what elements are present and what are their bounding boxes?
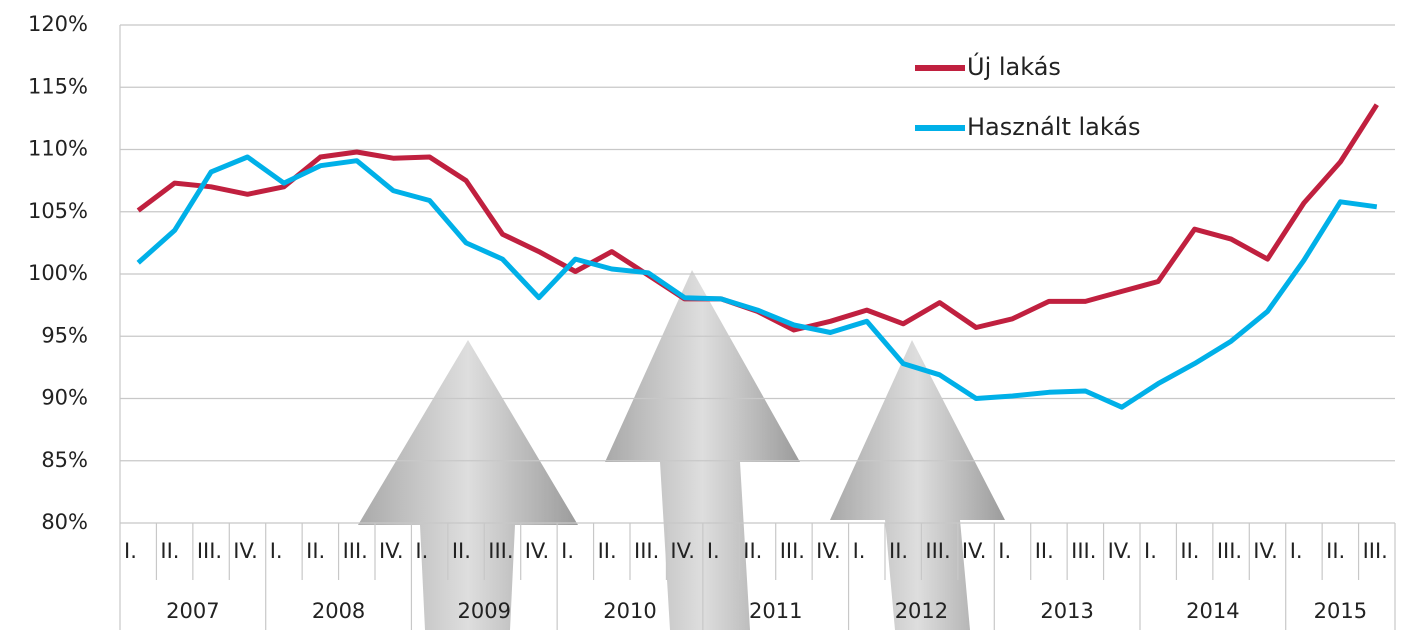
- x-tick-label: I.: [853, 539, 866, 563]
- x-tick-label: I.: [707, 539, 720, 563]
- x-tick-label: I.: [1144, 539, 1157, 563]
- x-tick-label: I.: [998, 539, 1011, 563]
- x-tick-label: II.: [160, 539, 179, 563]
- x-tick-label: III.: [1217, 539, 1242, 563]
- x-tick-label: III.: [780, 539, 805, 563]
- y-tick-label: 80%: [41, 510, 88, 534]
- y-tick-label: 120%: [28, 12, 88, 36]
- x-tick-label: I.: [270, 539, 283, 563]
- x-tick-label: I.: [561, 539, 574, 563]
- x-tick-label: II.: [598, 539, 617, 563]
- x-tick-label: III.: [197, 539, 222, 563]
- x-tick-label: III.: [488, 539, 513, 563]
- x-tick-label: IV.: [1253, 539, 1278, 563]
- x-tick-label: I.: [415, 539, 428, 563]
- legend-label: Használt lakás: [967, 113, 1141, 141]
- year-label: 2013: [1040, 599, 1093, 623]
- year-label: 2009: [458, 599, 511, 623]
- x-tick-label: IV.: [962, 539, 987, 563]
- x-tick-label: I.: [1290, 539, 1303, 563]
- x-tick-label: IV.: [379, 539, 404, 563]
- x-tick-label: II.: [889, 539, 908, 563]
- x-tick-label: IV.: [233, 539, 258, 563]
- year-label: 2008: [312, 599, 365, 623]
- background-arrows: [358, 270, 1005, 630]
- y-tick-label: 90%: [41, 386, 88, 410]
- y-tick-label: 85%: [41, 448, 88, 472]
- year-label: 2014: [1186, 599, 1239, 623]
- y-tick-label: 100%: [28, 261, 88, 285]
- x-tick-label: IV.: [525, 539, 550, 563]
- x-tick-label: II.: [743, 539, 762, 563]
- x-tick-label: III.: [634, 539, 659, 563]
- x-tick-label: III.: [343, 539, 368, 563]
- x-tick-label: II.: [1180, 539, 1199, 563]
- y-tick-label: 115%: [28, 74, 88, 98]
- x-tick-label: IV.: [670, 539, 695, 563]
- x-tick-label: I.: [124, 539, 137, 563]
- x-tick-label: II.: [452, 539, 471, 563]
- x-tick-label: IV.: [1108, 539, 1133, 563]
- x-tick-label: III.: [1071, 539, 1096, 563]
- x-tick-label: II.: [306, 539, 325, 563]
- x-tick-label: III.: [1363, 539, 1388, 563]
- data-line: [136, 154, 1378, 410]
- y-tick-label: 110%: [28, 137, 88, 161]
- year-label: 2007: [166, 599, 219, 623]
- x-tick-label: III.: [925, 539, 950, 563]
- x-tick-label: II.: [1326, 539, 1345, 563]
- year-label: 2015: [1314, 599, 1367, 623]
- x-tick-label: II.: [1035, 539, 1054, 563]
- y-tick-label: 95%: [41, 323, 88, 347]
- plot-area: 80% 85% 90% 95% 100% 105% 110% 115% 120% I. II. III…: [28, 12, 1396, 630]
- year-label: 2012: [895, 599, 948, 623]
- x-tick-label: IV.: [816, 539, 841, 563]
- legend-label: Új lakás: [967, 51, 1061, 81]
- year-label: 2011: [749, 599, 802, 623]
- y-tick-label: 105%: [28, 199, 88, 223]
- data-line: [136, 103, 1379, 333]
- year-label: 2010: [603, 599, 656, 623]
